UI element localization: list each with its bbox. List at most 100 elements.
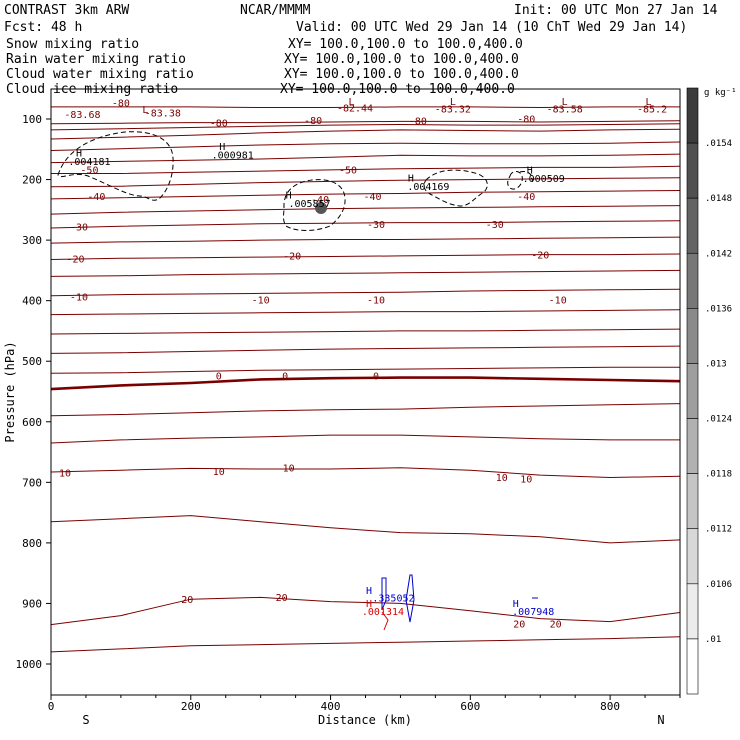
extremum-label: H <box>408 173 414 184</box>
contour-label: -40 <box>87 192 105 203</box>
y-tick-label: 100 <box>22 113 42 126</box>
extremum-label: .004169 <box>407 182 449 193</box>
cloud-water-contour-2 <box>381 577 387 611</box>
colorbar-tick-label: .0112 <box>705 525 732 535</box>
colorbar-cell <box>686 252 699 309</box>
y-tick-label: 700 <box>22 476 42 489</box>
isotherm-16 <box>50 328 681 335</box>
colorbar-cell <box>686 363 699 419</box>
extremum-label: H <box>76 149 82 160</box>
isotherm-0 <box>51 106 680 109</box>
extremum-label: H <box>286 190 292 201</box>
contour-label: -85.2 <box>637 104 667 115</box>
contour-label: 20 <box>276 593 288 604</box>
contour-label: -20 <box>283 251 301 262</box>
isotherm-25 <box>50 636 681 653</box>
contour-label: -80 <box>210 118 228 129</box>
contour-label: -50 <box>339 166 357 177</box>
colorbar-cell <box>686 308 699 364</box>
plot-area: -83.68 L-83.38-80-80 -80L-82.44-80L-83.32-… <box>50 97 681 653</box>
y-tick-label: 600 <box>22 416 42 429</box>
isotherm-2 <box>50 123 681 131</box>
contour-label: -83.38 <box>145 109 181 120</box>
isotherm-13 <box>50 269 681 277</box>
contour-label: L <box>349 97 355 108</box>
y-tick-label: 500 <box>22 355 42 368</box>
isotherm-21 <box>50 434 680 444</box>
snow-contour-4 <box>507 171 523 190</box>
contour-labels: -83.68 L-83.38-80-80 -80L-82.44-80L-83.32-… <box>59 97 667 631</box>
colorbar-unit: g kg⁻¹ <box>704 88 737 98</box>
x-end-right-label: N <box>657 713 664 727</box>
colorbar-cell <box>686 583 699 640</box>
extremum-label: .004181 <box>68 157 110 168</box>
isotherm-23 <box>50 515 681 544</box>
contour-label: -83.32 <box>435 104 471 115</box>
contour-label: 20 <box>513 620 525 631</box>
y-axis-label: Pressure (hPa) <box>3 341 17 442</box>
colorbar: g kg⁻¹ .0154 .0148 .0142 .0136 .013 .0124 .011… <box>686 87 737 695</box>
isotherm-24 <box>50 596 681 626</box>
contour-label: -30 <box>367 220 385 231</box>
contour-label: 0 <box>373 371 379 382</box>
extremum-label: .001314 <box>362 607 404 618</box>
y-tick-label: 1000 <box>16 658 43 671</box>
hydrometeor-contours <box>57 131 538 631</box>
colorbar-cell <box>686 528 699 585</box>
extremum-label: H <box>513 599 519 610</box>
x-tick-label: 0 <box>48 700 55 713</box>
temperature-contours <box>50 106 681 653</box>
isotherm-10 <box>50 220 681 229</box>
colorbar-tick-label: .013 <box>705 359 727 369</box>
snow-contour-1 <box>57 131 174 201</box>
colorbar-cell <box>686 638 699 695</box>
contour-label: -83.58 <box>547 104 583 115</box>
isotherm-14 <box>50 288 681 297</box>
colorbar-tick-label: .0142 <box>705 249 732 259</box>
colorbar-tick-label: .0154 <box>705 139 732 149</box>
extremum-label: .000509 <box>523 174 565 185</box>
extremum-label: H <box>527 166 533 177</box>
contour-label: -83.68 <box>64 110 100 121</box>
snow-max-blob <box>315 202 327 214</box>
field-snow-label: Snow mixing ratio <box>6 37 139 52</box>
isotherm-5 <box>50 153 681 164</box>
contour-label: -80 <box>409 116 427 127</box>
contour-label: 0 <box>216 371 222 382</box>
isotherm-20 <box>50 403 681 417</box>
colorbar-ticks: .0154 .0148 .0142 .0136 .013 .0124 .0118 .0112.… <box>705 139 732 645</box>
colorbar-cell <box>686 142 699 199</box>
field-cloud-water-label: Cloud water mixing ratio <box>6 67 194 82</box>
contour-label: -50 <box>80 166 98 177</box>
extremum-label: .005857 <box>289 199 331 210</box>
contour-label: L <box>646 97 652 108</box>
contour-label: 0 <box>282 371 288 382</box>
contour-label: -40 <box>311 195 329 206</box>
xy-rain: XY= 100.0,100.0 to 100.0,400.0 <box>284 52 519 67</box>
isotherm-22 <box>50 467 681 479</box>
extremum-label: H <box>219 142 225 153</box>
colorbar-tick-label: .0124 <box>705 415 732 425</box>
isotherm-11 <box>50 236 681 244</box>
chart-title: CONTRAST 3km ARW <box>4 3 129 18</box>
isotherm-4 <box>50 141 681 151</box>
colorbar-cell <box>686 197 699 254</box>
rain-contour-1 <box>381 611 389 631</box>
contour-label: L <box>562 97 568 108</box>
isotherm-9 <box>50 205 681 215</box>
contour-label: 10 <box>283 463 295 474</box>
field-rain-label: Rain water mixing ratio <box>6 52 186 67</box>
isotherm-7 <box>50 177 681 188</box>
contour-label: -10 <box>252 296 270 307</box>
contour-label: 10 <box>496 473 508 484</box>
x-tick-label: 800 <box>600 700 620 713</box>
extremum-label: H <box>366 599 372 610</box>
x-tick-label: 600 <box>460 700 480 713</box>
colorbar-tick-label: .0136 <box>705 304 732 314</box>
contour-label: 20 <box>181 595 193 606</box>
x-tick-label: 400 <box>321 700 341 713</box>
colorbar-tick-label: .0118 <box>705 470 732 480</box>
x-axis-label: Distance (km) <box>318 713 412 727</box>
contour-label: -20 <box>531 250 549 261</box>
xy-cloud-water: XY= 100.0,100.0 to 100.0,400.0 <box>284 67 519 82</box>
